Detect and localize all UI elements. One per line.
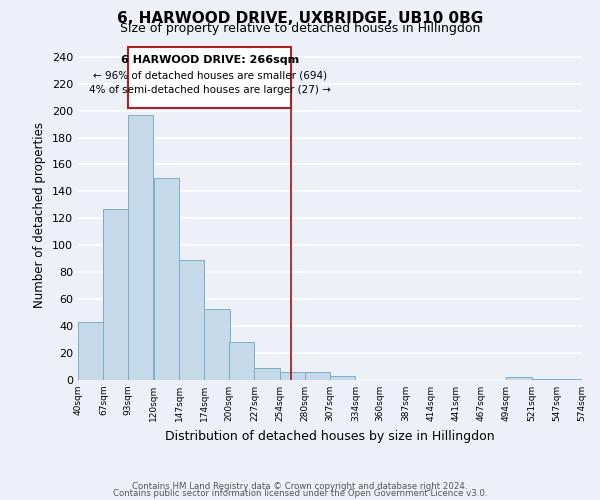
Y-axis label: Number of detached properties: Number of detached properties (34, 122, 46, 308)
X-axis label: Distribution of detached houses by size in Hillingdon: Distribution of detached houses by size … (165, 430, 495, 442)
Text: Contains HM Land Registry data © Crown copyright and database right 2024.: Contains HM Land Registry data © Crown c… (132, 482, 468, 491)
Bar (103, 209, 128, 380)
Bar (78, 322, 103, 380)
Bar (305, 372, 330, 380)
Bar (330, 376, 355, 380)
Text: 6, HARWOOD DRIVE, UXBRIDGE, UB10 0BG: 6, HARWOOD DRIVE, UXBRIDGE, UB10 0BG (117, 11, 483, 26)
Bar (506, 378, 532, 380)
Bar (254, 368, 280, 380)
Bar (179, 260, 204, 380)
Text: 6 HARWOOD DRIVE: 266sqm: 6 HARWOOD DRIVE: 266sqm (121, 56, 299, 66)
Bar (128, 48, 292, 108)
Bar (205, 308, 230, 380)
Text: ← 96% of detached houses are smaller (694): ← 96% of detached houses are smaller (69… (92, 70, 327, 80)
Bar (229, 342, 254, 380)
Text: Contains public sector information licensed under the Open Government Licence v3: Contains public sector information licen… (113, 489, 487, 498)
Bar (532, 378, 557, 380)
Bar (557, 378, 582, 380)
Bar (280, 372, 305, 380)
Text: Size of property relative to detached houses in Hillingdon: Size of property relative to detached ho… (120, 22, 480, 35)
Bar (128, 114, 153, 380)
Bar (154, 178, 179, 380)
Text: 4% of semi-detached houses are larger (27) →: 4% of semi-detached houses are larger (2… (89, 85, 331, 95)
